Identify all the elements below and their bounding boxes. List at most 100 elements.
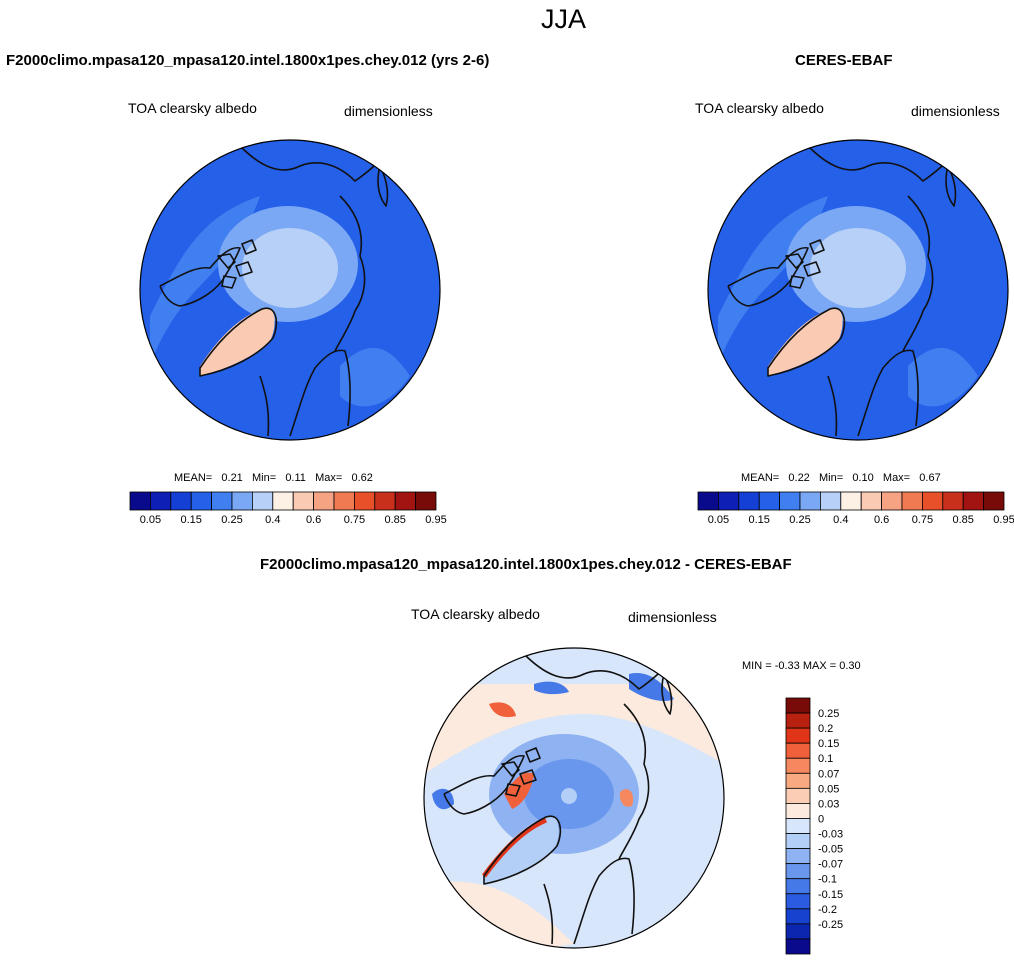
colorbar-box <box>786 698 810 713</box>
colorbar-box <box>902 492 922 510</box>
colorbar-tick-label: -0.2 <box>818 904 837 916</box>
model-max-value: 0.62 <box>351 472 372 484</box>
colorbar-tick-label: -0.03 <box>818 829 843 841</box>
diff-panel-title: F2000climo.mpasa120_mpasa120.intel.1800x… <box>260 556 792 573</box>
colorbar-tick-label: 0 <box>818 813 824 825</box>
sea-ice-core <box>242 228 338 308</box>
colorbar-tick-label: 0.15 <box>180 514 201 526</box>
colorbar-box <box>334 492 354 510</box>
obs-mean-value: 0.22 <box>788 472 809 484</box>
obs-units-label: dimensionless <box>911 103 1000 119</box>
colorbar-tick-label: -0.15 <box>818 889 843 901</box>
obs-min-value: 0.10 <box>852 472 873 484</box>
suptitle: JJA <box>541 4 586 35</box>
colorbar-tick-label: -0.07 <box>818 859 843 871</box>
colorbar-box <box>786 818 810 833</box>
colorbar-box <box>786 879 810 894</box>
colorbar-tick-label: 0.95 <box>993 514 1014 526</box>
colorbar-box <box>232 492 252 510</box>
obs-variable-label: TOA clearsky albedo <box>695 100 824 116</box>
colorbar-tick-label: 0.1 <box>818 753 833 765</box>
model-mean-value: 0.21 <box>221 472 242 484</box>
diff-polar-map <box>424 644 724 964</box>
colorbar-box <box>786 939 810 954</box>
colorbar-box <box>698 492 718 510</box>
model-units-label: dimensionless <box>344 103 433 119</box>
obs-polar-map <box>708 136 1008 456</box>
sea-ice-core <box>810 228 906 308</box>
colorbar-box <box>252 492 272 510</box>
model-polar-map <box>140 136 440 456</box>
colorbar-tick-label: 0.85 <box>952 514 973 526</box>
colorbar-box <box>882 492 902 510</box>
colorbar-tick-label: 0.95 <box>425 514 446 526</box>
colorbar-box <box>314 492 334 510</box>
model-min-value: 0.11 <box>285 472 306 484</box>
colorbar-box <box>786 849 810 864</box>
colorbar-tick-label: 0.85 <box>384 514 405 526</box>
colorbar-box <box>171 492 191 510</box>
colorbar-tick-label: 0.25 <box>789 514 810 526</box>
map-field <box>708 140 1008 440</box>
colorbar-tick-label: 0.75 <box>344 514 365 526</box>
colorbar-box <box>786 864 810 879</box>
diff-colorbar: 0.250.20.150.10.070.050.030-0.03-0.05-0.… <box>786 698 866 960</box>
colorbar-box <box>786 728 810 743</box>
colorbar-box <box>759 492 779 510</box>
colorbar-box <box>786 803 810 818</box>
colorbar-tick-label: 0.4 <box>265 514 280 526</box>
colorbar-tick-label: 0.6 <box>874 514 889 526</box>
colorbar-box <box>354 492 374 510</box>
colorbar-tick-label: 0.07 <box>818 768 839 780</box>
colorbar-tick-label: 0.03 <box>818 798 839 810</box>
colorbar-tick-label: 0.25 <box>818 708 839 720</box>
colorbar-box <box>786 773 810 788</box>
colorbar-box <box>963 492 983 510</box>
model-min-label: Min= <box>252 472 276 484</box>
colorbar-box <box>273 492 293 510</box>
colorbar-box <box>943 492 963 510</box>
colorbar-tick-label: 0.15 <box>818 738 839 750</box>
colorbar-tick-label: 0.4 <box>833 514 848 526</box>
colorbar-box <box>375 492 395 510</box>
model-mean-label: MEAN= <box>174 472 212 484</box>
colorbar-tick-label: 0.05 <box>140 514 161 526</box>
obs-min-label: Min= <box>819 472 843 484</box>
obs-stats: MEAN= 0.22 Min= 0.10 Max= 0.67 <box>741 472 941 484</box>
model-panel-title: F2000climo.mpasa120_mpasa120.intel.1800x… <box>6 52 489 69</box>
colorbar-tick-label: -0.1 <box>818 874 837 886</box>
colorbar-box <box>191 492 211 510</box>
colorbar-box <box>416 492 436 510</box>
obs-max-value: 0.67 <box>919 472 940 484</box>
colorbar-box <box>786 834 810 849</box>
model-variable-label: TOA clearsky albedo <box>128 100 257 116</box>
colorbar-box <box>922 492 942 510</box>
colorbar-box <box>739 492 759 510</box>
colorbar-box <box>861 492 881 510</box>
colorbar-box <box>212 492 232 510</box>
colorbar-tick-label: 0.15 <box>748 514 769 526</box>
colorbar-tick-label: 0.75 <box>912 514 933 526</box>
colorbar-box <box>800 492 820 510</box>
colorbar-box <box>293 492 313 510</box>
diff-pole-spot <box>561 788 577 804</box>
obs-mean-label: MEAN= <box>741 472 779 484</box>
colorbar-box <box>786 713 810 728</box>
obs-panel-title: CERES-EBAF <box>795 52 893 69</box>
map-field <box>424 648 724 964</box>
colorbar-tick-label: 0.6 <box>306 514 321 526</box>
colorbar-box <box>786 758 810 773</box>
model-max-label: Max= <box>315 472 342 484</box>
colorbar-tick-label: -0.25 <box>818 919 843 931</box>
colorbar-box <box>780 492 800 510</box>
colorbar-box <box>786 743 810 758</box>
colorbar-box <box>984 492 1004 510</box>
map-field <box>140 140 440 440</box>
colorbar-box <box>786 788 810 803</box>
model-stats: MEAN= 0.21 Min= 0.11 Max= 0.62 <box>174 472 373 484</box>
colorbar-box <box>786 894 810 909</box>
colorbar-tick-label: 0.05 <box>818 783 839 795</box>
colorbar-tick-label: -0.05 <box>818 844 843 856</box>
